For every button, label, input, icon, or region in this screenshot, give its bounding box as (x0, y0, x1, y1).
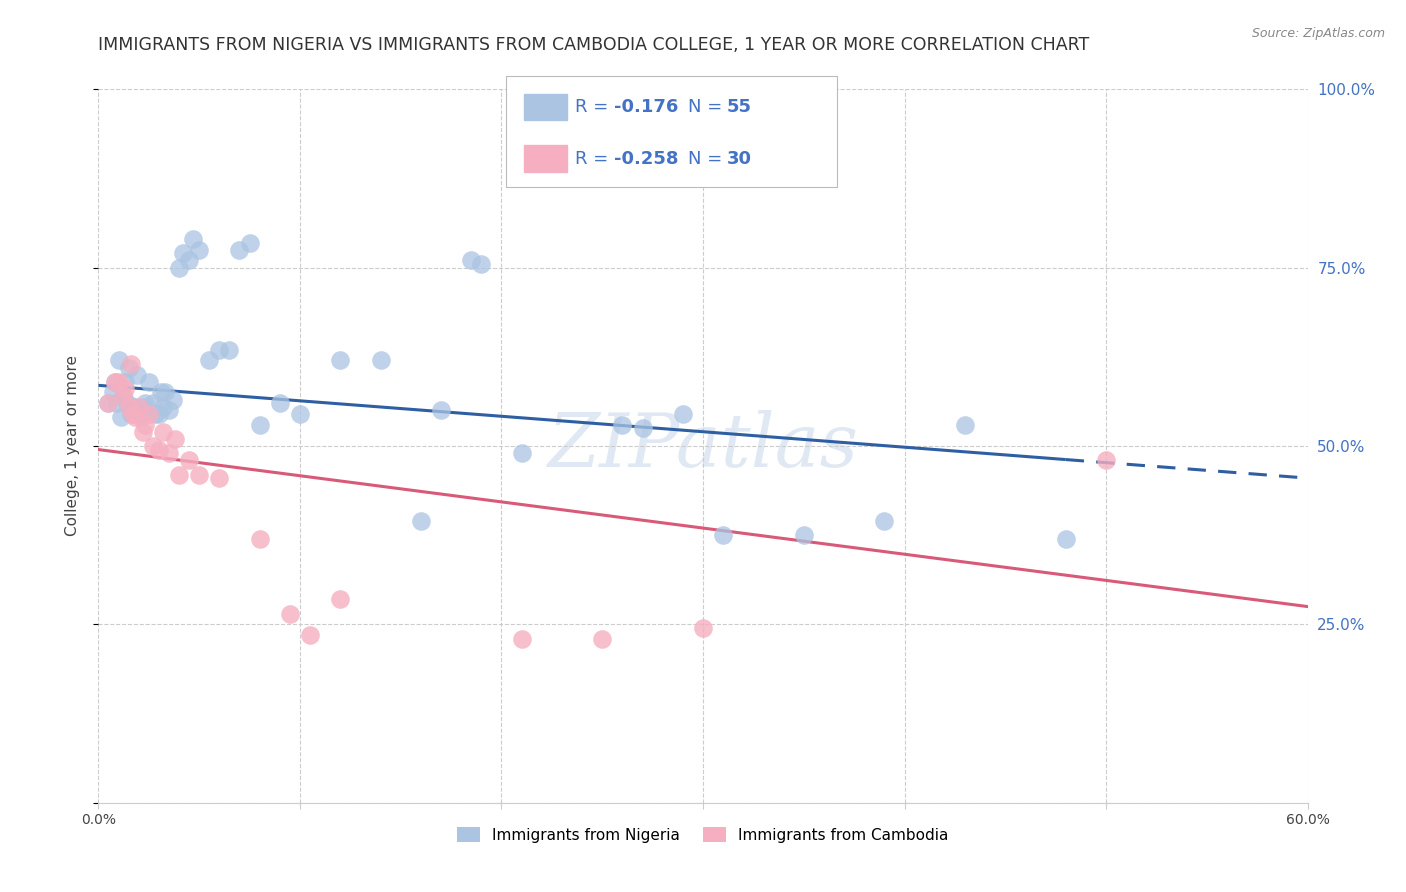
Point (299, 628, 322, 642)
Text: N =: N = (688, 150, 727, 168)
Point (612, 417, 634, 432)
Point (793, 528, 815, 542)
Point (370, 353, 392, 368)
Point (115, 396, 138, 410)
Point (329, 592, 352, 607)
Point (114, 375, 136, 389)
Point (118, 400, 141, 414)
Point (121, 400, 143, 414)
Point (129, 410, 152, 425)
Point (111, 389, 134, 403)
Point (138, 375, 160, 389)
Point (121, 407, 143, 421)
Point (249, 417, 271, 432)
Point (692, 621, 714, 635)
Point (510, 446, 533, 460)
Point (631, 421, 654, 435)
Point (138, 407, 160, 421)
Point (179, 453, 201, 467)
Legend: Immigrants from Nigeria, Immigrants from Cambodia: Immigrants from Nigeria, Immigrants from… (451, 821, 955, 848)
Point (409, 514, 432, 528)
Point (198, 353, 221, 368)
Point (125, 368, 148, 382)
Point (149, 385, 172, 400)
Point (103, 375, 125, 389)
Point (132, 425, 155, 439)
Text: 30: 30 (727, 150, 752, 168)
Text: -0.176: -0.176 (614, 98, 679, 116)
Point (218, 343, 240, 357)
Point (97, 396, 120, 410)
Point (278, 607, 301, 621)
Point (1054, 532, 1077, 546)
Point (142, 396, 165, 410)
Point (120, 357, 142, 371)
Point (153, 385, 176, 400)
Point (430, 403, 453, 417)
Point (128, 407, 150, 421)
Point (188, 467, 211, 482)
Point (124, 400, 146, 414)
Text: Source: ZipAtlas.com: Source: ZipAtlas.com (1251, 27, 1385, 40)
Point (128, 400, 150, 414)
Point (107, 353, 129, 368)
Point (134, 396, 156, 410)
Point (124, 410, 146, 425)
Text: ZIPatlas: ZIPatlas (547, 409, 859, 483)
Point (873, 514, 896, 528)
Point (179, 253, 201, 268)
Point (103, 375, 125, 389)
Point (329, 353, 352, 368)
Point (114, 382, 136, 396)
Point (672, 407, 695, 421)
Point (172, 246, 194, 260)
Y-axis label: College, 1 year or more: College, 1 year or more (65, 356, 80, 536)
Point (111, 389, 134, 403)
Point (269, 396, 291, 410)
Text: R =: R = (575, 98, 614, 116)
Point (460, 253, 482, 268)
Text: R =: R = (575, 150, 614, 168)
Text: IMMIGRANTS FROM NIGERIA VS IMMIGRANTS FROM CAMBODIA COLLEGE, 1 YEAR OR MORE CORR: IMMIGRANTS FROM NIGERIA VS IMMIGRANTS FR… (98, 36, 1090, 54)
Point (288, 407, 311, 421)
Point (148, 442, 170, 457)
Point (157, 403, 180, 417)
Point (97, 396, 120, 410)
Point (953, 417, 976, 432)
Point (142, 439, 165, 453)
Point (208, 471, 231, 485)
Point (249, 532, 271, 546)
Point (120, 407, 142, 421)
Point (239, 235, 262, 250)
Point (167, 260, 190, 275)
Point (107, 375, 129, 389)
Point (228, 243, 250, 257)
Point (118, 360, 141, 375)
Point (510, 632, 533, 646)
Point (591, 632, 613, 646)
Point (181, 232, 204, 246)
Point (101, 385, 124, 400)
Point (143, 407, 166, 421)
Point (162, 392, 184, 407)
Point (470, 257, 492, 271)
Point (148, 407, 170, 421)
Point (711, 528, 734, 542)
Point (105, 396, 128, 410)
Point (132, 400, 155, 414)
Text: 55: 55 (727, 98, 752, 116)
Point (152, 425, 174, 439)
Point (157, 446, 180, 460)
Point (167, 467, 190, 482)
Point (134, 417, 156, 432)
Text: -0.258: -0.258 (614, 150, 679, 168)
Text: N =: N = (688, 98, 727, 116)
Point (110, 410, 132, 425)
Point (1095, 453, 1118, 467)
Point (163, 432, 186, 446)
Point (152, 400, 174, 414)
Point (208, 343, 231, 357)
Point (188, 243, 211, 257)
